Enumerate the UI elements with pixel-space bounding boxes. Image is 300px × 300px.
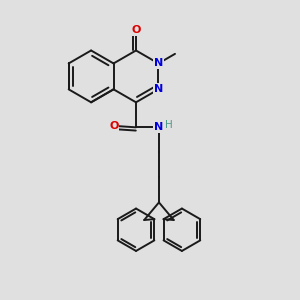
Text: O: O	[131, 25, 141, 35]
Text: N: N	[154, 58, 163, 68]
Text: H: H	[164, 120, 172, 130]
Text: N: N	[154, 122, 164, 132]
Text: N: N	[154, 84, 163, 94]
Text: O: O	[109, 121, 119, 131]
